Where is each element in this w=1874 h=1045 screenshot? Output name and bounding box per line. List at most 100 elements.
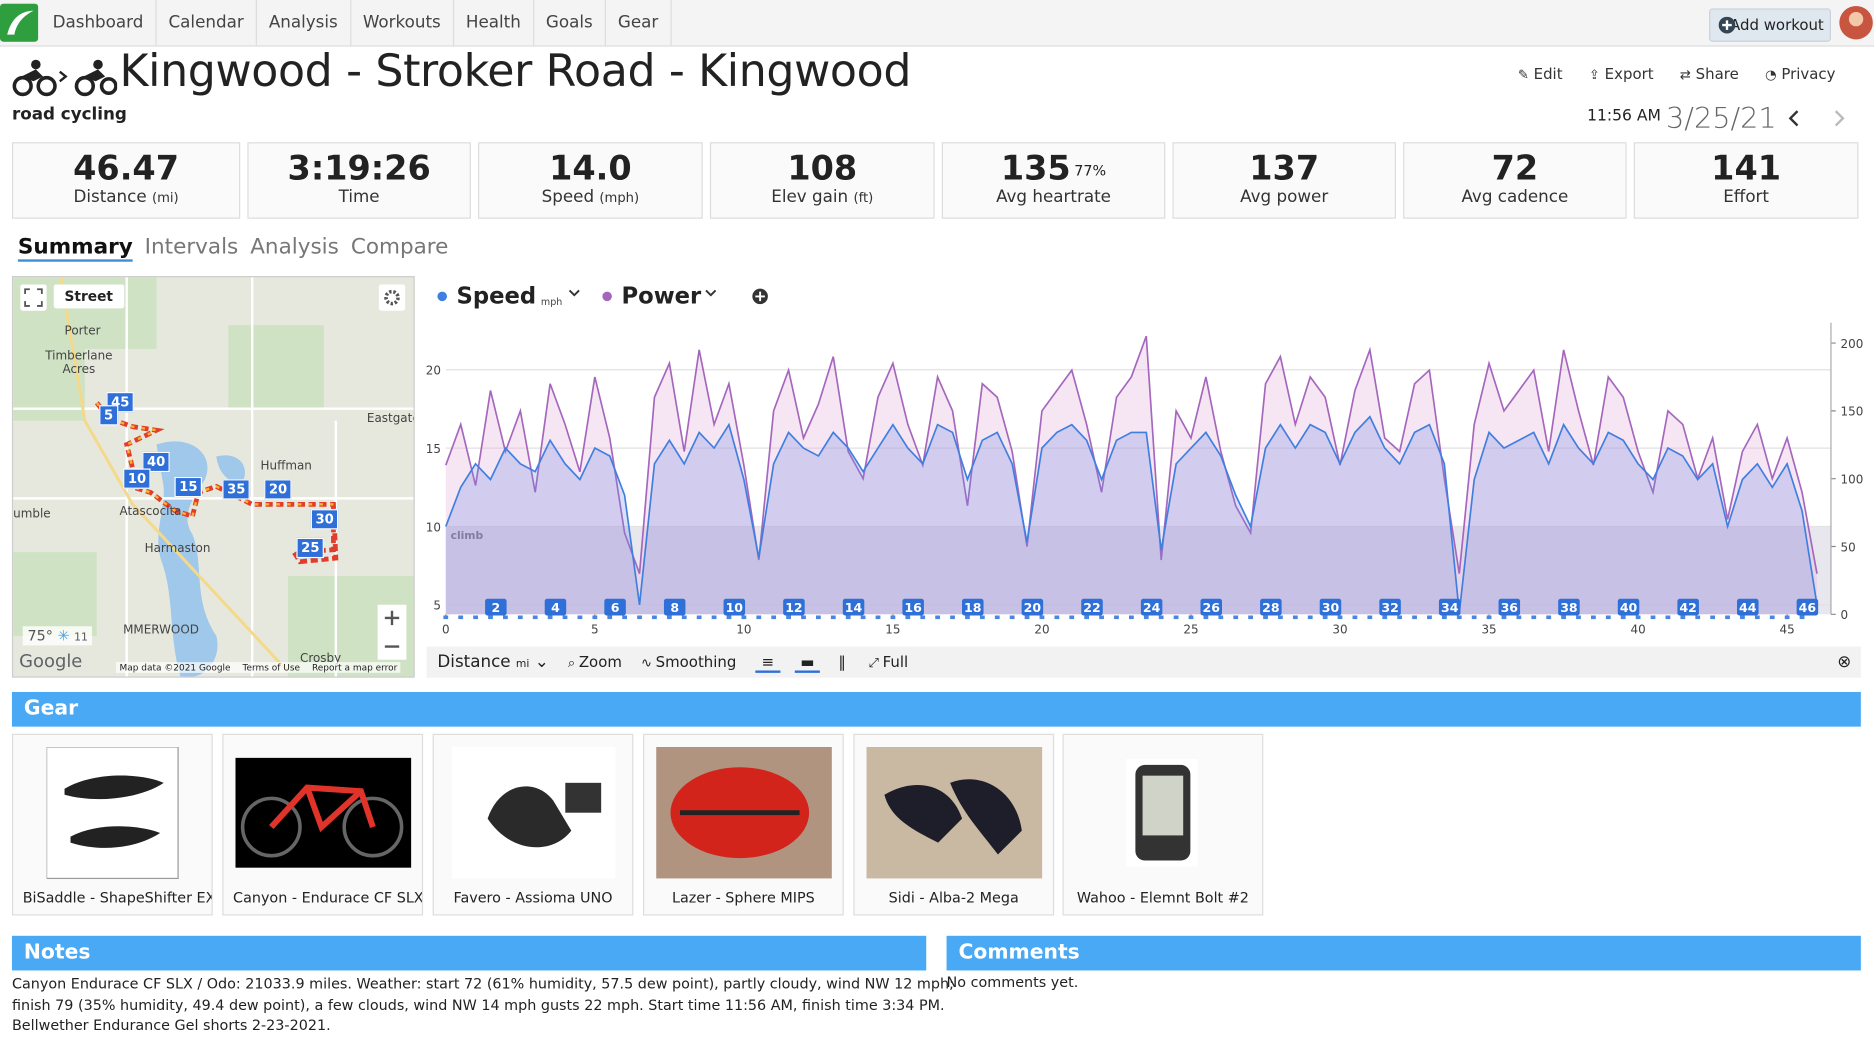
action-button[interactable]: ◔ Privacy <box>1765 65 1835 83</box>
lap-marker[interactable] <box>1498 598 1521 616</box>
lap-marker[interactable] <box>1200 598 1222 616</box>
lap-marker[interactable] <box>1796 598 1819 616</box>
lap-marker[interactable] <box>962 598 984 616</box>
action-button[interactable]: ⇪ Export <box>1589 65 1654 83</box>
lap-marker[interactable] <box>604 598 626 616</box>
gear-card[interactable]: Favero - Assioma UNO <box>432 733 634 916</box>
lap-marker[interactable] <box>1737 598 1759 616</box>
distance-tick <box>950 615 955 620</box>
gear-image <box>1125 758 1198 867</box>
lap-marker[interactable] <box>485 598 507 616</box>
lap-marker[interactable] <box>1319 598 1342 616</box>
legend-dropdown[interactable] <box>705 289 717 297</box>
lap-marker[interactable] <box>723 598 746 616</box>
lap-marker[interactable] <box>1140 598 1163 616</box>
route-marker[interactable]: 40 <box>142 451 171 473</box>
lap-marker[interactable] <box>842 598 865 616</box>
gear-card[interactable]: BiSaddle - ShapeShifter EX1 <box>11 733 213 916</box>
nav-item[interactable]: Calendar <box>157 0 257 46</box>
route-marker[interactable]: 5 <box>99 405 118 426</box>
nav-item[interactable]: Health <box>454 0 534 46</box>
legend-label[interactable]: Speed <box>457 284 537 310</box>
route-marker[interactable]: 10 <box>123 468 151 489</box>
tab[interactable]: Compare <box>350 234 449 260</box>
distance-tick <box>696 615 702 620</box>
lap-marker[interactable] <box>544 598 567 616</box>
settings-button[interactable] <box>378 284 406 311</box>
fullscreen-button[interactable] <box>20 284 47 311</box>
gear-name: Sidi - Alba-2 Mega <box>888 889 1019 906</box>
distance-tick <box>1799 615 1805 620</box>
lap-marker[interactable] <box>1021 598 1044 616</box>
lap-marker-label: 10 <box>726 600 744 615</box>
report-link[interactable]: Report a map error <box>311 662 398 673</box>
lap-marker[interactable] <box>1558 598 1580 616</box>
distance-tick <box>741 615 747 620</box>
nav-item[interactable]: Gear <box>606 0 672 46</box>
distance-tick <box>1725 615 1730 620</box>
x-label: Distance <box>437 652 511 672</box>
lap-marker[interactable] <box>1617 598 1640 616</box>
lap-marker[interactable] <box>663 598 686 616</box>
action-label: Edit <box>1533 64 1563 83</box>
legend-dot <box>602 291 612 302</box>
legend-label[interactable]: Power <box>621 284 702 310</box>
map[interactable]: Street Porter Timberlane Acres Eastgate Huf… <box>11 276 415 678</box>
toolbar-button[interactable]: ⌕ Zoom <box>568 652 622 672</box>
distance-tick <box>905 615 911 620</box>
logo[interactable] <box>0 3 39 42</box>
lap-marker-label: 2 <box>491 600 500 615</box>
tab[interactable]: Intervals <box>144 234 239 260</box>
add-series-plus <box>755 291 765 302</box>
nav-item[interactable]: Workouts <box>351 0 454 46</box>
distance-tick <box>1740 615 1745 620</box>
lap-marker[interactable] <box>1379 598 1401 616</box>
route-marker[interactable]: 35 <box>222 479 251 500</box>
stat-percent: 77% <box>1074 162 1107 180</box>
lap-marker[interactable] <box>1081 598 1103 616</box>
lap-marker[interactable] <box>1260 598 1282 616</box>
route-marker[interactable]: 25 <box>296 537 325 559</box>
route-marker[interactable]: 15 <box>174 476 203 498</box>
route-marker[interactable]: 20 <box>264 479 292 500</box>
close-button[interactable]: ⊗ <box>1837 652 1852 672</box>
nav-item[interactable]: Goals <box>534 0 606 46</box>
toolbar-label: Zoom <box>578 651 622 670</box>
view-toggle[interactable]: ‖ <box>838 651 846 670</box>
action-button[interactable]: ✎ Edit <box>1518 65 1563 83</box>
view-toggle[interactable]: ▬ <box>794 652 821 673</box>
lap-marker[interactable] <box>1438 598 1461 616</box>
lap-marker-label: 36 <box>1501 600 1519 615</box>
tab[interactable]: Summary <box>17 234 133 262</box>
gear-card[interactable]: Canyon - Endurace CF SLX I <box>222 733 424 916</box>
nav-item[interactable]: Analysis <box>257 0 351 46</box>
gear-card[interactable]: Sidi - Alba-2 Mega <box>853 733 1055 916</box>
avatar[interactable] <box>1838 5 1874 41</box>
view-toggle[interactable]: ≡ <box>755 652 780 673</box>
x-selector[interactable]: Distance mi ⌄ <box>437 652 549 672</box>
action-button[interactable]: ⇄ Share <box>1680 65 1739 83</box>
lap-marker[interactable] <box>783 598 805 616</box>
next-button[interactable] <box>1834 110 1845 127</box>
distance-tick <box>1039 615 1045 620</box>
gear-card[interactable]: Lazer - Sphere MIPS <box>642 733 844 916</box>
lap-marker[interactable] <box>902 598 924 616</box>
map-view-button[interactable]: Street <box>53 284 124 309</box>
stat-box: 137 Avg power <box>1172 142 1396 219</box>
toolbar-button[interactable]: ∿ Smoothing <box>641 652 736 672</box>
notes-header: Notes <box>11 935 927 971</box>
distance-tick <box>577 615 583 620</box>
toolbar-button[interactable]: ⤢ Full <box>869 652 909 672</box>
tab[interactable]: Analysis <box>250 234 339 260</box>
route-marker[interactable]: 30 <box>310 509 339 530</box>
prev-button[interactable] <box>1788 110 1799 127</box>
distance-tick <box>935 615 941 620</box>
action-icon: ⇄ <box>1679 66 1691 83</box>
gear-card[interactable]: Wahoo - Elemnt Bolt #2 <box>1062 733 1264 916</box>
nav-item[interactable]: Dashboard <box>41 0 157 46</box>
add-workout-button[interactable]: Add workout <box>1709 8 1831 42</box>
terms-link[interactable]: Terms of Use <box>242 662 301 673</box>
distance-tick <box>1367 615 1373 620</box>
legend-dropdown[interactable] <box>568 289 580 297</box>
lap-marker[interactable] <box>1677 598 1699 616</box>
